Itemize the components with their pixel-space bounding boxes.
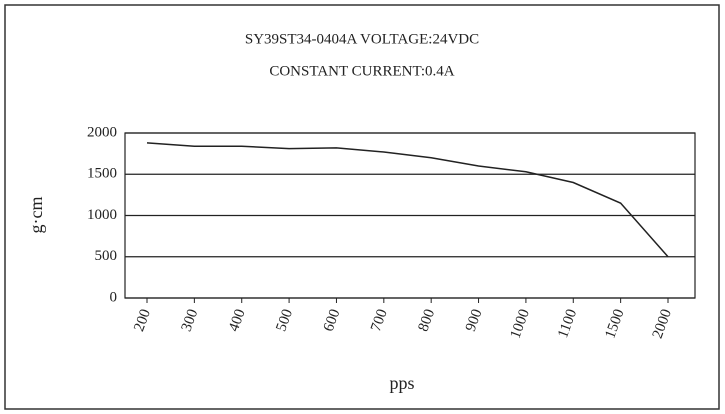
- x-tick-label: 700: [368, 307, 391, 334]
- y-tick-label: 1000: [87, 207, 117, 223]
- frame: [4, 4, 720, 410]
- x-tick-label: 600: [321, 307, 344, 334]
- x-tick-label: 200: [131, 307, 154, 334]
- y-tick-label: 500: [95, 248, 118, 264]
- y-tick-label: 2000: [87, 124, 117, 140]
- chart-title: SY39ST34-0404A VOLTAGE:24VDC: [245, 31, 479, 47]
- x-tick-label: 500: [273, 307, 296, 334]
- chart-subtitle: CONSTANT CURRENT:0.4A: [269, 63, 454, 79]
- torque-line: [146, 142, 669, 258]
- x-tick-label: 400: [226, 307, 249, 334]
- x-tick-label: 900: [463, 307, 486, 334]
- x-axis-label: pps: [389, 373, 414, 393]
- y-tick-label: 1500: [87, 166, 117, 182]
- x-tick-label: 800: [415, 307, 438, 334]
- x-tick-label: 300: [179, 307, 202, 334]
- y-tick-label: 0: [110, 289, 118, 305]
- y-axis-label: g·cm: [26, 197, 46, 234]
